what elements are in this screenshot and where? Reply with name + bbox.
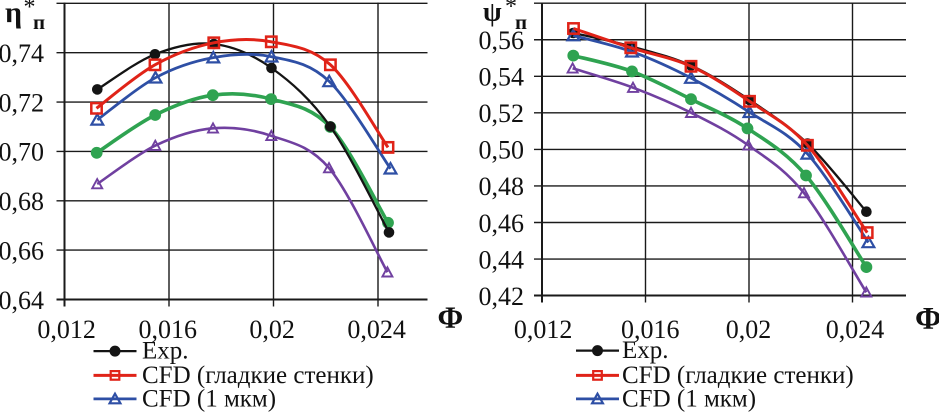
svg-text:0,72: 0,72 [0,88,44,117]
svg-text:Φ: Φ [438,300,464,335]
svg-text:Exp.: Exp. [142,338,189,365]
svg-text:0,68: 0,68 [0,187,44,216]
svg-text:0,52: 0,52 [479,99,525,128]
svg-text:CFD (гладкие стенки): CFD (гладкие стенки) [622,362,854,389]
svg-text:0,56: 0,56 [479,26,525,55]
svg-text:CFD (1 мкм): CFD (1 мкм) [142,385,276,412]
svg-text:CFD (1 мкм): CFD (1 мкм) [622,385,756,412]
svg-text:0,016: 0,016 [621,315,680,344]
svg-text:0,42: 0,42 [479,282,525,311]
svg-text:0,70: 0,70 [0,138,44,167]
svg-text:0,44: 0,44 [479,245,525,274]
svg-text:0,54: 0,54 [479,63,525,92]
svg-text:0,64: 0,64 [0,286,44,315]
svg-text:0,46: 0,46 [479,209,525,238]
svg-text:Φ: Φ [915,300,939,336]
svg-text:0,66: 0,66 [0,236,44,265]
svg-text:0,012: 0,012 [514,315,573,344]
svg-text:ψ: ψ [483,0,502,27]
svg-text:0,024: 0,024 [826,315,885,344]
svg-text:0,02: 0,02 [249,315,295,344]
svg-text:CFD (гладкие стенки): CFD (гладкие стенки) [142,362,374,389]
svg-text:0,48: 0,48 [479,172,525,201]
svg-text:0,016: 0,016 [139,315,198,344]
svg-text:0,74: 0,74 [0,39,44,68]
svg-text:0,50: 0,50 [479,136,525,165]
svg-text:*: * [24,0,36,21]
svg-text:*: * [505,0,517,20]
svg-text:п: п [33,10,45,34]
svg-text:η: η [5,0,22,29]
svg-text:Exp.: Exp. [622,337,669,364]
svg-text:0,02: 0,02 [726,315,772,344]
svg-text:0,024: 0,024 [347,315,406,344]
svg-text:п: п [515,10,527,34]
svg-text:0,012: 0,012 [37,315,96,344]
